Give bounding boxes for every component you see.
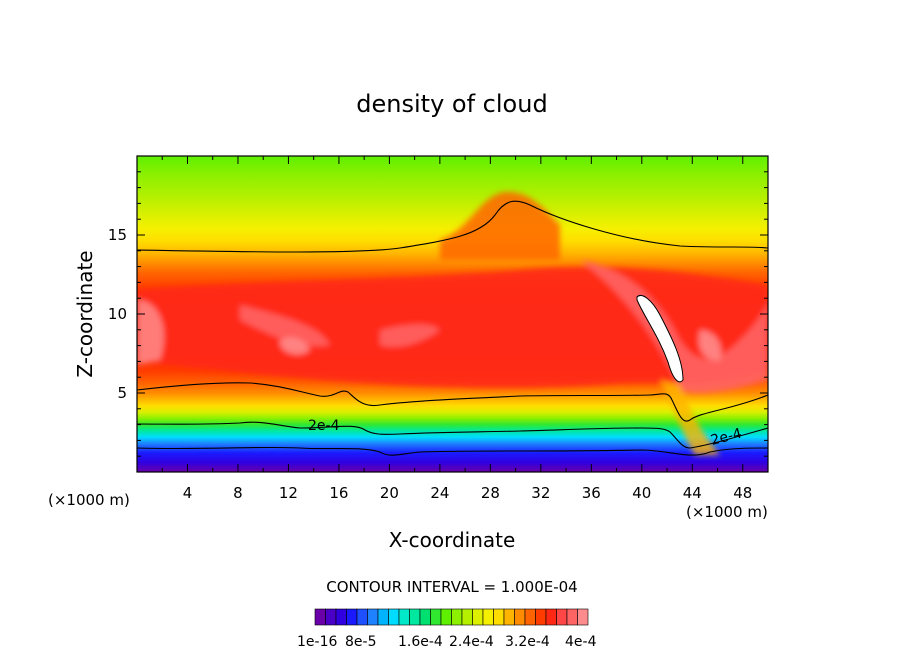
field-pink-left xyxy=(137,300,164,365)
contour-interval-text: CONTOUR INTERVAL = 1.000E-04 xyxy=(326,578,577,596)
colorbar-label: 2.4e-4 xyxy=(449,634,494,650)
field-dip xyxy=(660,380,720,455)
colorbar-swatch xyxy=(430,608,442,626)
x-tick-label: 40 xyxy=(632,484,651,502)
y-tick-label: 5 xyxy=(117,384,127,402)
colorbar-swatch xyxy=(535,608,547,626)
field-core xyxy=(137,266,768,389)
colorbar-swatch xyxy=(451,608,463,626)
x-tick-label: 8 xyxy=(233,484,243,502)
colorbar-swatch xyxy=(545,608,557,626)
contour-middle xyxy=(137,382,768,422)
colorbar-label: 4e-4 xyxy=(565,634,597,650)
colorbar-swatch xyxy=(377,608,389,626)
x-tick-label: 24 xyxy=(430,484,449,502)
colorbar-swatch xyxy=(556,608,568,626)
x-tick-label: 4 xyxy=(183,484,193,502)
colorbar-swatch xyxy=(335,608,347,626)
x-tick-label: 16 xyxy=(329,484,348,502)
colorbar-swatch xyxy=(524,608,536,626)
field-pink-lobe-1 xyxy=(240,305,330,346)
chart-title: density of cloud xyxy=(356,90,547,118)
x-tick-label: 36 xyxy=(582,484,601,502)
colorbar-swatch xyxy=(577,608,589,626)
colorbar-swatch xyxy=(314,608,326,626)
field-pink-lobe-4 xyxy=(280,337,310,355)
x-unit-label-right: (×1000 m) xyxy=(686,503,768,521)
x-tick-label: 20 xyxy=(380,484,399,502)
contour-lower xyxy=(137,421,768,449)
field-pink-lobe-3 xyxy=(580,260,768,393)
colorbar-swatch xyxy=(356,608,368,626)
contour-upper xyxy=(137,200,768,253)
y-tick-label: 15 xyxy=(108,226,127,244)
colorbar-swatch xyxy=(493,608,505,626)
x-tick-label: 12 xyxy=(279,484,298,502)
contour-label-right: 2e-4 xyxy=(709,426,744,449)
colorbar-swatch xyxy=(346,608,358,626)
colorbar-swatch xyxy=(514,608,526,626)
colorbar-swatch xyxy=(482,608,494,626)
colorbar-swatch xyxy=(503,608,515,626)
colorbar-swatch xyxy=(440,608,452,626)
y-axis-label: Z-coordinate xyxy=(73,250,97,377)
x-unit-label-left: (×1000 m) xyxy=(48,491,130,509)
colorbar-label: 3.2e-4 xyxy=(505,634,550,650)
colorbar-swatch xyxy=(566,608,578,626)
colorbar-swatch xyxy=(398,608,410,626)
contour-lines xyxy=(137,200,768,456)
field-bulge xyxy=(440,191,560,260)
colorbar-swatch xyxy=(419,608,431,626)
colorbar-swatch xyxy=(367,608,379,626)
colorbar-swatch xyxy=(461,608,473,626)
colorbar-swatch xyxy=(325,608,337,626)
y-axis-ticks: 5 10 15 xyxy=(108,171,768,457)
plot-area: 2e-4 2e-4 xyxy=(137,156,768,472)
contour-bottom xyxy=(137,446,768,456)
colorbar xyxy=(314,608,589,626)
field-white-hole xyxy=(636,295,684,383)
field-pink-lobe-2 xyxy=(380,324,440,347)
colorbar-swatch xyxy=(472,608,484,626)
colorbar-label: 1e-16 xyxy=(297,634,337,650)
colorbar-label: 1.6e-4 xyxy=(398,634,443,650)
x-tick-label: 48 xyxy=(733,484,752,502)
colorbar-label: 8e-5 xyxy=(345,634,376,650)
y-tick-label: 10 xyxy=(108,305,127,323)
field-pink-lobe-5 xyxy=(698,330,722,361)
x-axis-label: X-coordinate xyxy=(389,528,516,552)
colorbar-labels: 1e-16 8e-5 1.6e-4 2.4e-4 3.2e-4 4e-4 xyxy=(297,634,597,650)
x-tick-label: 28 xyxy=(481,484,500,502)
contour-label-left: 2e-4 xyxy=(308,418,340,434)
x-tick-label: 32 xyxy=(531,484,550,502)
x-tick-label: 44 xyxy=(683,484,702,502)
x-axis-ticks: 4 8 12 16 20 24 28 32 36 40 44 48 xyxy=(161,156,752,502)
colorbar-swatch xyxy=(409,608,421,626)
colorbar-swatch xyxy=(388,608,400,626)
